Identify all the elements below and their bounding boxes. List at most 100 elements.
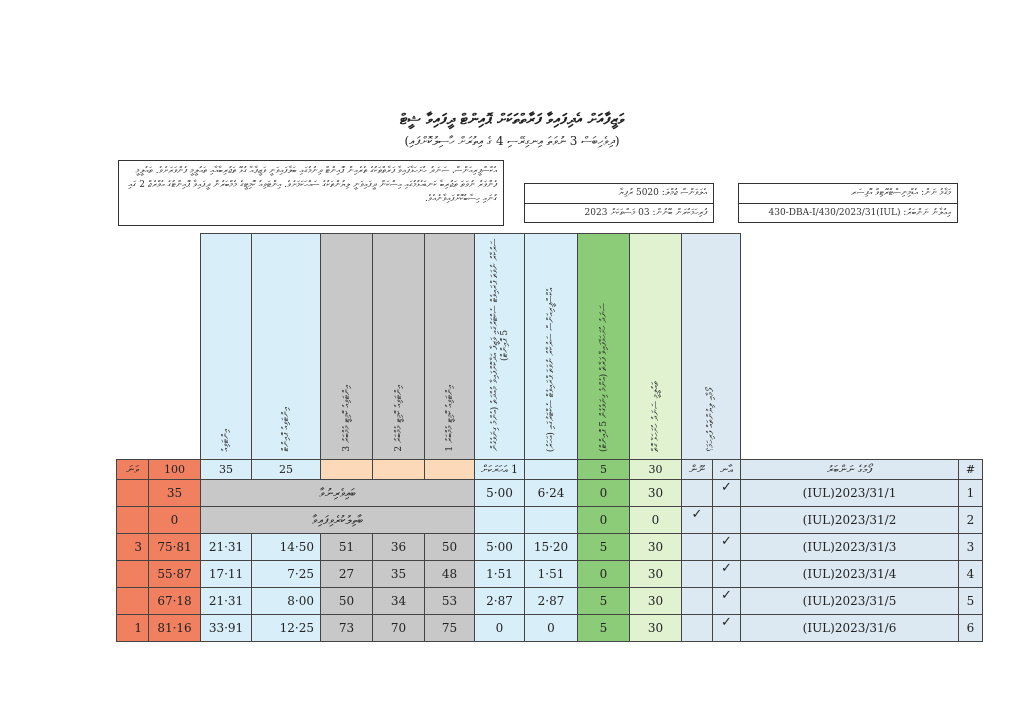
no-check-cell bbox=[681, 614, 713, 642]
header-complete: ފޯމާއި ލިޔުންތައް ފުރިހަމަ؟ bbox=[706, 388, 716, 452]
member-2-cell: 35 bbox=[372, 560, 425, 588]
rank-cell bbox=[116, 479, 149, 507]
interview-points-cell: 14·50 bbox=[251, 533, 321, 561]
header-member-2: އިންޓަވިއު ކޮމިޓީ މެމްބަރު 2 bbox=[393, 385, 404, 452]
member-3-cell: 50 bbox=[320, 587, 373, 615]
experience-years-cell: 2·87 bbox=[524, 587, 578, 615]
qualification-cell: 30 bbox=[629, 533, 682, 561]
max-qualification-points: 5 bbox=[577, 459, 630, 480]
table-row: 1 81·16 33·91 12·25 73 70 75 0 0 5 30 ✓ (IUL)2023/31… bbox=[116, 614, 983, 642]
experience-points-cell: 5·00 bbox=[474, 479, 525, 507]
index-cell: 3 bbox=[958, 533, 983, 561]
total-cell: 35 bbox=[148, 479, 201, 507]
max-interview-points: 25 bbox=[251, 459, 321, 480]
member-3-cell: 27 bbox=[320, 560, 373, 588]
status-cell: ބާތިލުކުރެވިފައިވާ bbox=[200, 506, 475, 534]
job-title-text: މަޤާމު ނަން: އެޑްމިނިސްޓްރޭޓިވް އޮފިސަރ bbox=[851, 188, 951, 199]
total-cell: 55·87 bbox=[148, 560, 201, 588]
total-cell: 75·81 bbox=[148, 533, 201, 561]
header-row: އިންޓަވިއު އިންޓަވިއު ޕޮއިންޓް އިންޓަވިއ… bbox=[116, 233, 983, 460]
experience-years-cell: 0 bbox=[524, 614, 578, 642]
experience-years-cell: 1·51 bbox=[524, 560, 578, 588]
header-member-3: އިންޓަވިއު ކޮމިޓީ މެމްބަރު 3 bbox=[341, 385, 352, 452]
header-experience-years: އެކްސްޕީރިއަންސް ސަރުކާރު ނުވަތަ ޕްރައިވ… bbox=[546, 287, 556, 452]
form-number-cell: (IUL)2023/31/3 bbox=[740, 533, 959, 561]
rank-header: ވަނަ bbox=[116, 459, 149, 480]
yes-check-cell: ✓ bbox=[712, 614, 741, 642]
table-row: 35 ބައިވެރިނުވާ 5·00 6·24 0 30 ✓ (IUL)2023/31/1… bbox=[116, 479, 983, 507]
qualification-cell: 0 bbox=[629, 506, 682, 534]
experience-points-cell: 1·51 bbox=[474, 560, 525, 588]
header-yes: އާނ bbox=[712, 459, 741, 480]
period-text: ފުރިހަމަކުރަން ބޭނުން: 03 މަސްތަކަށް 202… bbox=[525, 202, 713, 223]
member-1-cell: 53 bbox=[424, 587, 475, 615]
yes-check-cell: ✓ bbox=[712, 533, 741, 561]
experience-points-cell: 0 bbox=[474, 614, 525, 642]
document-title: ވަޒީފާއަށް އެދިފައިވާ ފަރާތްތަކަށް ޕޮއިނ… bbox=[399, 110, 625, 128]
qualification-points-cell: 5 bbox=[577, 533, 630, 561]
index-cell: 1 bbox=[958, 479, 983, 507]
max-points-row: ވަނަ 100 35 25 1 އަހަރަކަށް 5 30 ނޫން އާ… bbox=[116, 459, 983, 480]
rank-cell bbox=[116, 560, 149, 588]
yes-check-cell: ✓ bbox=[712, 479, 741, 507]
experience-points-cell bbox=[474, 506, 525, 534]
rank-cell bbox=[116, 506, 149, 534]
allowance-text: އެލަވަންސް ޖުމްލަ: 5020 ރުފިޔާ bbox=[618, 188, 707, 199]
yes-check-cell: ✓ bbox=[712, 560, 741, 588]
qualification-cell: 30 bbox=[629, 587, 682, 615]
qualification-cell: 30 bbox=[629, 614, 682, 642]
max-member-1 bbox=[424, 459, 475, 480]
job-info-box: މަޤާމު ނަން: އެޑްމިނިސްޓްރޭޓިވް އޮފިސަރ … bbox=[738, 183, 958, 223]
form-number-cell: (IUL)2023/31/4 bbox=[740, 560, 959, 588]
header-interview: އިންޓަވިއު bbox=[221, 429, 231, 452]
member-3-cell: 51 bbox=[320, 533, 373, 561]
member-3-cell: 73 bbox=[320, 614, 373, 642]
total-max: 100 bbox=[148, 459, 201, 480]
index-cell: 4 bbox=[958, 560, 983, 588]
qualification-cell: 30 bbox=[629, 479, 682, 507]
note-box: އެކްސްޕީރިއަންސް، ސަނަދު ހުށަހަޅާފައިވާ … bbox=[118, 160, 504, 226]
max-experience-years bbox=[524, 459, 578, 480]
points-table: އިންޓަވިއު އިންޓަވިއު ޕޮއިންޓް އިންޓަވިއ… bbox=[116, 233, 983, 642]
qualification-cell: 30 bbox=[629, 560, 682, 588]
header-no: ނޫން bbox=[681, 459, 713, 480]
max-member-3 bbox=[320, 459, 373, 480]
yes-check-cell: ✓ bbox=[712, 587, 741, 615]
experience-years-cell: 15·20 bbox=[524, 533, 578, 561]
form-number-cell: (IUL)2023/31/1 bbox=[740, 479, 959, 507]
header-interview-points: އިންޓަވިއު ޕޮއިންޓް bbox=[281, 407, 291, 452]
status-cell: ބައިވެރިނުވާ bbox=[200, 479, 475, 507]
announcement-number-text: އިޢުލާނު ނަންބަރު: (IUL)430-DBA-I/430/20… bbox=[739, 202, 957, 223]
table-row: 55·87 17·11 7·25 27 35 48 1·51 1·51 0 30 ✓ (IUL)202… bbox=[116, 560, 983, 588]
table-row: 0 ބާތިލުކުރެވިފައިވާ 0 0 ✓ (IUL)2023/31/2 2 bbox=[116, 506, 983, 534]
interview-points-cell: 12·25 bbox=[251, 614, 321, 642]
qualification-points-cell: 5 bbox=[577, 587, 630, 615]
total-cell: 81·16 bbox=[148, 614, 201, 642]
no-check-cell: ✓ bbox=[681, 506, 713, 534]
qualification-points-cell: 0 bbox=[577, 479, 630, 507]
interview-points-cell: 8·00 bbox=[251, 587, 321, 615]
qualification-points-cell: 0 bbox=[577, 506, 630, 534]
rank-cell: 3 bbox=[116, 533, 149, 561]
experience-years-cell: 6·24 bbox=[524, 479, 578, 507]
yes-check-cell bbox=[712, 506, 741, 534]
max-interview: 35 bbox=[200, 459, 252, 480]
experience-points-cell: 5·00 bbox=[474, 533, 525, 561]
allowance-info-box: އެލަވަންސް ޖުމްލަ: 5020 ރުފިޔާ ފުރިހަމަކ… bbox=[524, 183, 714, 223]
member-2-cell: 36 bbox=[372, 533, 425, 561]
interview-cell: 33·91 bbox=[200, 614, 252, 642]
header-qualification-points: ސަނަދު ހުށަހަޅާފައިވާ ފަރާތް (އެންމެ ގިނ… bbox=[598, 303, 609, 452]
member-2-cell: 34 bbox=[372, 587, 425, 615]
form-number-cell: (IUL)2023/31/6 bbox=[740, 614, 959, 642]
experience-years-cell bbox=[524, 506, 578, 534]
interview-cell: 21·31 bbox=[200, 533, 252, 561]
no-check-cell bbox=[681, 479, 713, 507]
form-number-cell: (IUL)2023/31/5 bbox=[740, 587, 959, 615]
index-cell: 5 bbox=[958, 587, 983, 615]
experience-points-cell: 2·87 bbox=[474, 587, 525, 615]
table-row: 3 75·81 21·31 14·50 51 36 50 5·00 15·20 5 30 ✓ (IUL)… bbox=[116, 533, 983, 561]
max-qualification: 30 bbox=[629, 459, 682, 480]
no-check-cell bbox=[681, 560, 713, 588]
interview-cell: 17·11 bbox=[200, 560, 252, 588]
